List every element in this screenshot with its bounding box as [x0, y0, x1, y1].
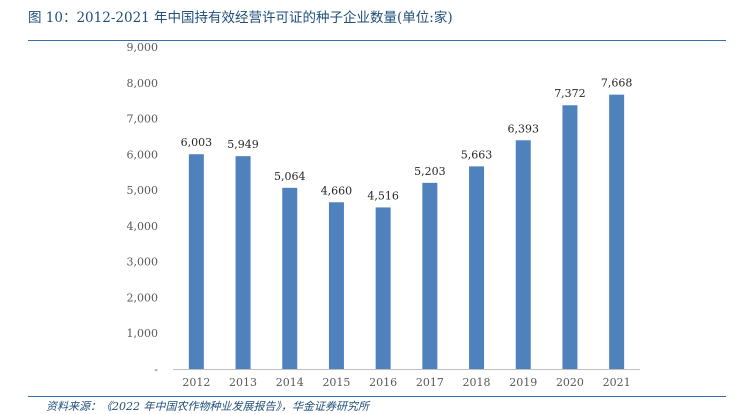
- bar-2019: [515, 140, 531, 369]
- top-divider: [28, 40, 726, 41]
- y-tick-label: -: [154, 363, 158, 376]
- x-tick-label: 2012: [182, 376, 210, 389]
- x-tick-label: 2015: [322, 376, 350, 389]
- bar-2021: [609, 94, 625, 369]
- y-tick-label: 3,000: [127, 256, 159, 269]
- y-tick-label: 8,000: [127, 77, 159, 90]
- x-tick-label: 2017: [416, 376, 444, 389]
- x-tick-label: 2018: [463, 376, 491, 389]
- x-tick-label: 2016: [369, 376, 397, 389]
- chart-title: 图 10：2012-2021 年中国持有效经营许可证的种子企业数量(单位:家): [28, 10, 453, 26]
- y-tick-label: 6,000: [127, 148, 159, 161]
- x-axis: 2012 2013 2014 2015 2016 2017 2018 2019 2020 2021: [173, 369, 640, 389]
- bars: 6,003 5,949 5,064 4,660 4,516 5,203 5,663 6,393…: [181, 77, 633, 370]
- data-label: 5,949: [227, 138, 259, 151]
- x-tick-label: 2014: [276, 376, 304, 389]
- data-label: 6,393: [508, 122, 540, 135]
- bar-2017: [422, 182, 438, 369]
- data-label: 5,064: [274, 170, 306, 183]
- data-label: 5,663: [461, 148, 493, 161]
- x-tick-label: 2013: [229, 376, 257, 389]
- bar-2013: [235, 156, 251, 369]
- bar-2012: [188, 154, 204, 369]
- bar-2014: [282, 187, 298, 369]
- data-label: 6,003: [181, 136, 213, 149]
- y-tick-label: 1,000: [127, 327, 159, 340]
- data-label: 7,668: [601, 77, 633, 90]
- data-label: 4,660: [321, 184, 353, 197]
- data-label: 7,372: [554, 87, 586, 100]
- y-axis: - 1,000 2,000 3,000 4,000 5,000 6,000 7,000 8,00…: [127, 41, 159, 376]
- y-tick-label: 9,000: [127, 41, 159, 54]
- source-note: 资料来源：《2022 年中国农作物种业发展报告》，华金证券研究所: [46, 400, 369, 413]
- bar-2016: [375, 207, 391, 369]
- bar-2015: [328, 202, 344, 369]
- y-tick-label: 5,000: [127, 184, 159, 197]
- x-tick-label: 2021: [603, 376, 631, 389]
- bar-2020: [562, 105, 578, 370]
- y-tick-label: 2,000: [127, 291, 159, 304]
- bar-2018: [469, 166, 485, 369]
- y-tick-label: 7,000: [127, 113, 159, 126]
- x-tick-label: 2020: [556, 376, 584, 389]
- data-label: 4,516: [367, 189, 399, 202]
- data-label: 5,203: [414, 165, 446, 178]
- bottom-divider: [28, 396, 726, 397]
- x-tick-label: 2019: [509, 376, 537, 389]
- y-tick-label: 4,000: [127, 220, 159, 233]
